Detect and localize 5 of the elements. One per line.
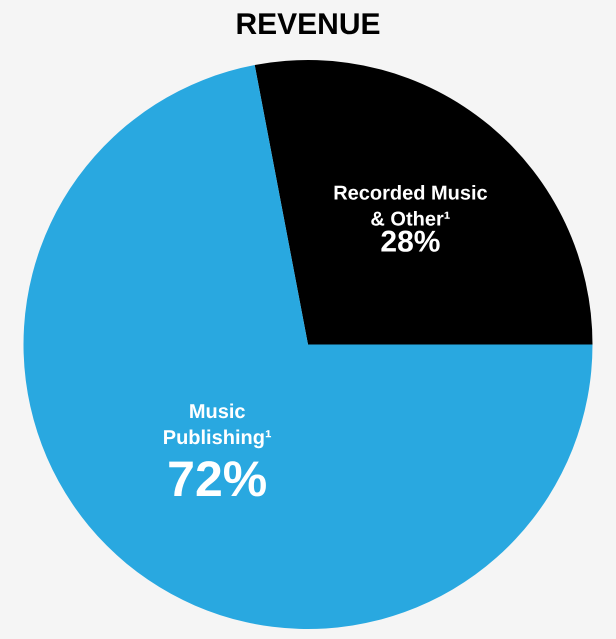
slice-label: Music Publishing¹ [162,401,272,450]
chart-title: REVENUE [235,8,381,41]
pie-slice [254,60,592,344]
pie-slice [24,65,592,629]
data-label: 72% [167,451,268,508]
